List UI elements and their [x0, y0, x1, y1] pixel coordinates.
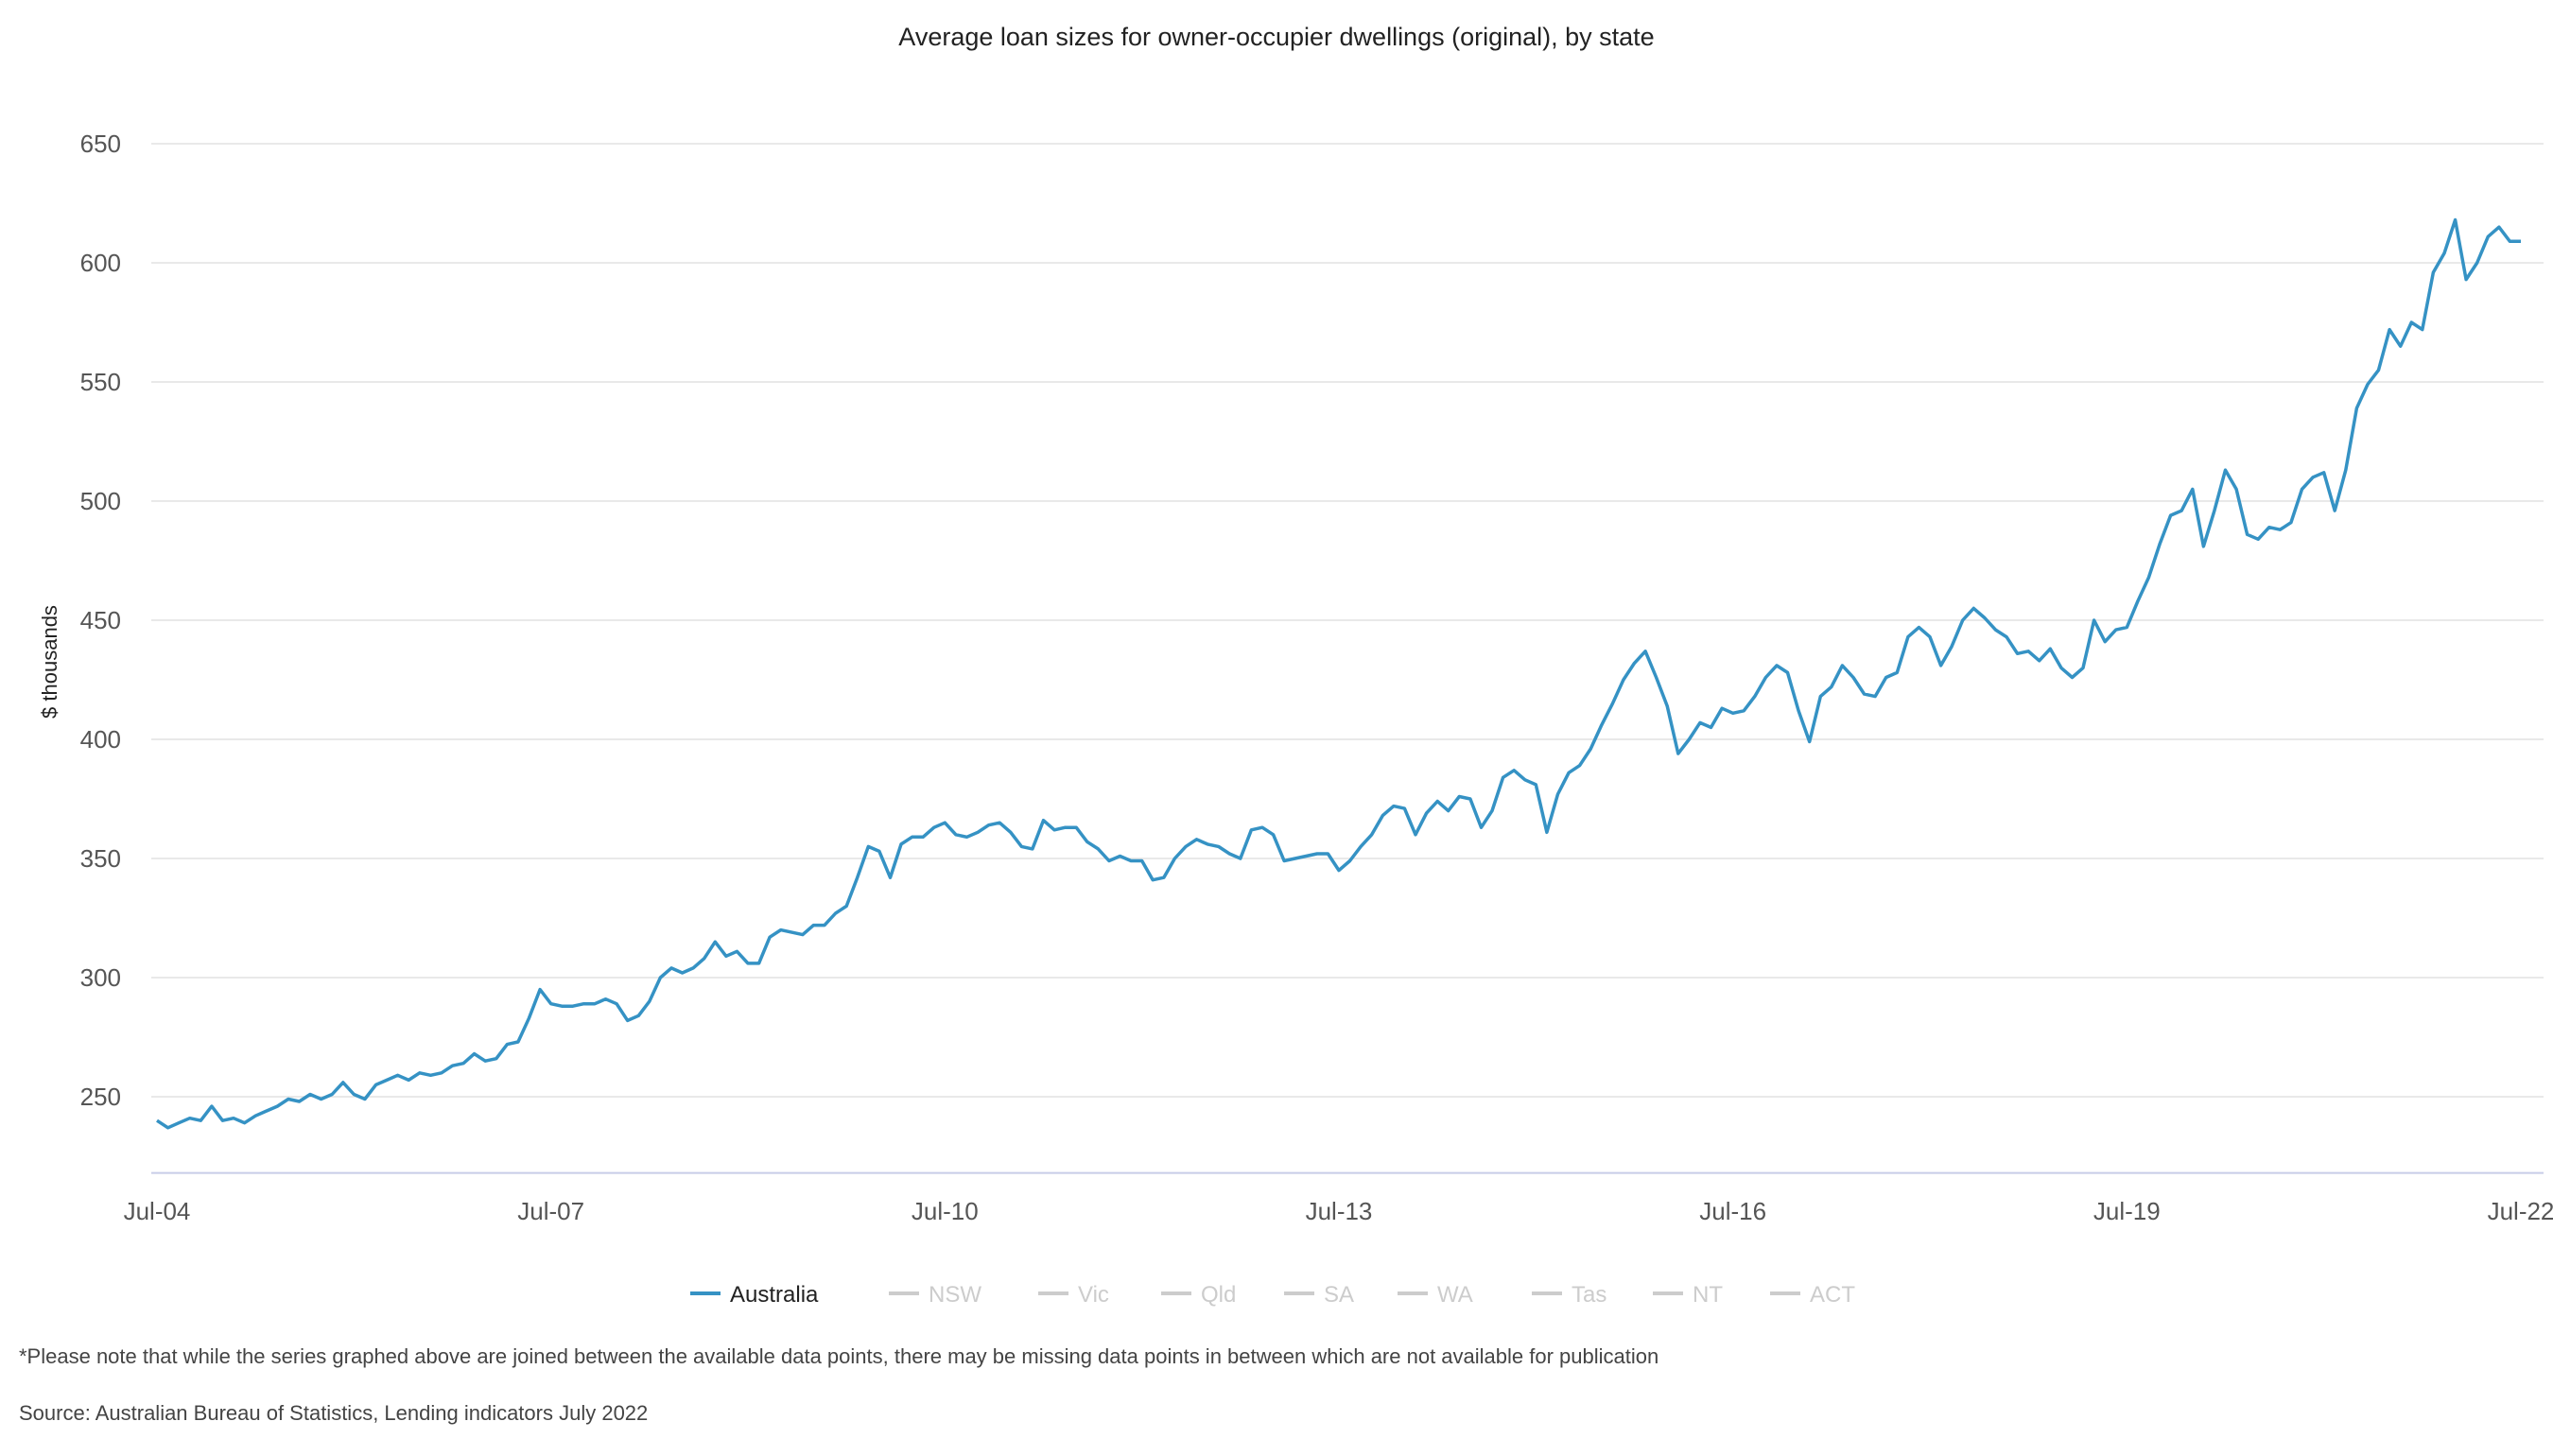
y-tick-label: 500: [80, 487, 121, 515]
y-tick-label: 450: [80, 606, 121, 634]
gridlines: [151, 143, 2544, 1098]
legend-item-tas[interactable]: Tas: [1532, 1282, 1606, 1308]
source-note: Source: Australian Bureau of Statistics,…: [19, 1401, 649, 1425]
legend-item-wa[interactable]: WA: [1398, 1282, 1473, 1308]
x-axis-ticks: Jul-04 Jul-07 Jul-10 Jul-13 Jul-16 Jul-19 Jul-…: [124, 1197, 2553, 1225]
legend-item-australia[interactable]: Australia: [690, 1282, 819, 1308]
footnote: *Please note that while the series graph…: [19, 1344, 1659, 1368]
legend-label: Australia: [730, 1282, 819, 1308]
legend-item-nsw[interactable]: NSW: [889, 1282, 981, 1308]
legend: Australia NSW Vic Qld SA WA Tas NT ACT: [690, 1282, 1855, 1308]
x-tick-label: Jul-19: [2093, 1197, 2161, 1225]
y-axis-label: $ thousands: [38, 605, 61, 719]
y-tick-label: 300: [80, 963, 121, 992]
y-tick-label: 250: [80, 1083, 121, 1111]
legend-label: Tas: [1572, 1282, 1606, 1308]
legend-label: Qld: [1201, 1282, 1236, 1308]
legend-item-sa[interactable]: SA: [1284, 1282, 1354, 1308]
x-tick-label: Jul-16: [1699, 1197, 1766, 1225]
x-tick-label: Jul-13: [1306, 1197, 1373, 1225]
legend-label: SA: [1324, 1282, 1354, 1308]
y-tick-label: 600: [80, 249, 121, 277]
legend-item-nt[interactable]: NT: [1653, 1282, 1723, 1308]
y-tick-label: 550: [80, 368, 121, 396]
legend-label: ACT: [1810, 1282, 1855, 1308]
x-tick-label: Jul-07: [517, 1197, 584, 1225]
y-tick-label: 400: [80, 725, 121, 754]
x-tick-label: Jul-22: [2488, 1197, 2553, 1225]
y-tick-label: 350: [80, 844, 121, 873]
legend-item-vic[interactable]: Vic: [1038, 1282, 1109, 1308]
y-axis-ticks: 250 300 350 400 450 500 550 600 650: [80, 130, 121, 1111]
legend-item-qld[interactable]: Qld: [1161, 1282, 1236, 1308]
chart-title: Average loan sizes for owner-occupier dw…: [898, 23, 1654, 51]
series-line-australia: [156, 217, 2521, 1130]
legend-label: NSW: [929, 1282, 981, 1308]
legend-label: WA: [1437, 1282, 1473, 1308]
legend-item-act[interactable]: ACT: [1770, 1282, 1855, 1308]
series-layer: [156, 217, 2521, 1130]
legend-label: NT: [1693, 1282, 1723, 1308]
x-tick-label: Jul-04: [124, 1197, 191, 1225]
y-tick-label: 650: [80, 130, 121, 158]
legend-label: Vic: [1078, 1282, 1109, 1308]
x-tick-label: Jul-10: [912, 1197, 979, 1225]
